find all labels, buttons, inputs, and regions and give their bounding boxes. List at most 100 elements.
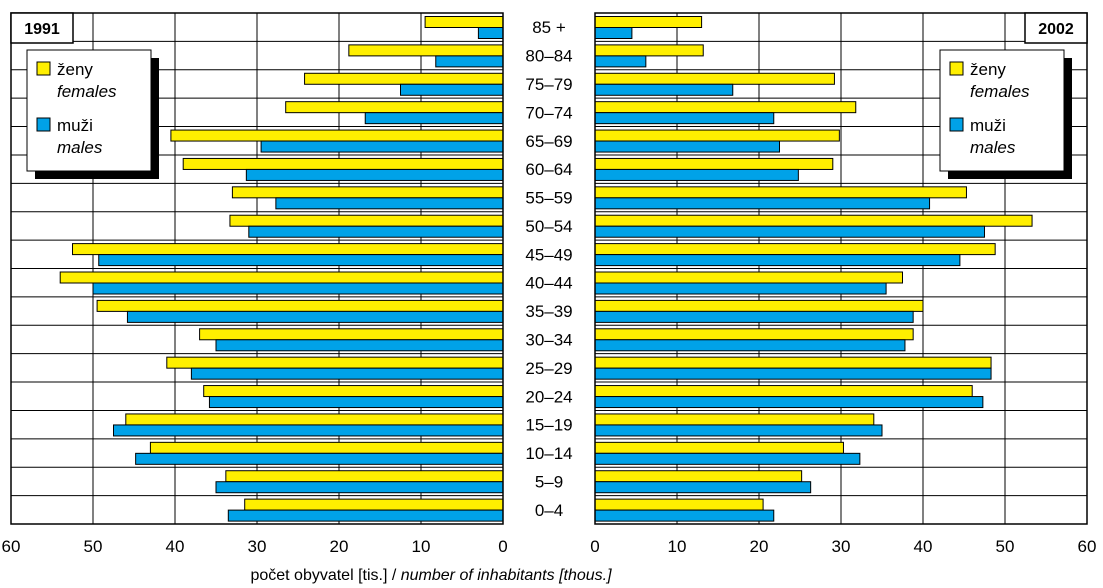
x-tick-label: 10 (412, 537, 431, 556)
bar-1991-females (59, 271, 504, 284)
bar-1991-males (215, 339, 504, 352)
year-label-1991: 1991 (24, 21, 60, 38)
legend-label-en: females (57, 82, 117, 101)
x-tick-label: 50 (84, 537, 103, 556)
bar-2002-males (594, 225, 985, 238)
bar-1991-males (260, 140, 504, 153)
age-label: 65–69 (525, 132, 572, 151)
bar-1991-males (400, 83, 504, 96)
x-tick-label: 10 (668, 537, 687, 556)
bar-2002-females (594, 157, 834, 170)
bar-2002-males (594, 140, 780, 153)
bar-1991-females (182, 157, 504, 170)
bar-2002-females (594, 385, 973, 398)
age-label: 45–49 (525, 245, 572, 264)
bar-1991-females (72, 243, 504, 256)
bar-1991-males (92, 282, 504, 295)
age-label: 40–44 (525, 274, 572, 293)
bar-1991-males (275, 197, 504, 210)
legend-label-en: males (970, 138, 1016, 157)
bar-1991-males (98, 254, 504, 267)
bar-1991-males (435, 55, 504, 68)
bar-1991-females (304, 72, 504, 85)
bar-2002-males (594, 168, 799, 181)
legend-label-cz: ženy (57, 60, 93, 79)
bar-2002-females (594, 441, 844, 454)
bar-2002-males (594, 481, 812, 494)
bar-2002-females (594, 271, 903, 284)
bar-1991-males (135, 452, 504, 465)
plot-frame (10, 12, 1088, 525)
bar-1991-males (190, 367, 504, 380)
legend-swatch-females (36, 61, 51, 76)
x-tick-label: 0 (590, 537, 599, 556)
year-box-2002 (1024, 12, 1088, 44)
age-label: 5–9 (535, 472, 563, 491)
legend-swatch-males (36, 117, 51, 132)
legend-label-cz: muži (57, 116, 93, 135)
legend-swatch-males (949, 117, 964, 132)
bar-1991-females (244, 498, 504, 511)
bar-2002-females (594, 470, 803, 483)
age-label: 70–74 (525, 103, 572, 122)
bar-2002-females (594, 243, 996, 256)
bar-2002-females (594, 413, 875, 426)
legend-label-cz: muži (970, 116, 1006, 135)
age-label: 35–39 (525, 302, 572, 321)
bar-1991-females (203, 385, 504, 398)
bar-1991-females (166, 356, 504, 369)
bar-2002-males (594, 367, 992, 380)
bar-1991-females (231, 186, 504, 199)
legend-2002 (939, 49, 1065, 172)
age-label: 30–34 (525, 330, 572, 349)
x-tick-label: 40 (166, 537, 185, 556)
age-label: 80–84 (525, 47, 572, 66)
bar-2002-females (594, 101, 857, 114)
bar-2002-males (594, 254, 961, 267)
bar-2002-females (594, 356, 992, 369)
legend-swatch-females (949, 61, 964, 76)
bar-1991-females (125, 413, 504, 426)
x-tick-label: 20 (330, 537, 349, 556)
x-tick-label: 20 (750, 537, 769, 556)
legend-label-cz: ženy (970, 60, 1006, 79)
bar-2002-males (594, 27, 633, 39)
bar-1991-females (285, 101, 504, 114)
bar-1991-females (225, 470, 504, 483)
bar-1991-males (113, 424, 504, 437)
bar-2002-females (594, 328, 914, 341)
bar-1991-females (199, 328, 504, 341)
bar-2002-males (594, 282, 887, 295)
year-label-2002: 2002 (1038, 21, 1074, 38)
bar-1991-males (208, 396, 504, 409)
bar-2002-males (594, 112, 775, 125)
x-tick-label: 50 (996, 537, 1015, 556)
bar-2002-females (594, 16, 703, 28)
bar-1991-males (227, 509, 504, 522)
bar-1991-males (215, 481, 504, 494)
bar-1991-males (477, 27, 504, 39)
legend-label-en: males (57, 138, 103, 157)
x-tick-label: 60 (1078, 537, 1097, 556)
age-label: 20–24 (525, 387, 572, 406)
bar-2002-males (594, 197, 931, 210)
bar-2002-females (594, 498, 764, 511)
bar-1991-males (248, 225, 504, 238)
age-label: 55–59 (525, 189, 572, 208)
age-label: 75–79 (525, 75, 572, 94)
bar-2002-females (594, 214, 1033, 227)
bar-1991-females (229, 214, 504, 227)
plot-frame-right (594, 12, 1088, 525)
bar-2002-females (594, 299, 924, 312)
bar-1991-males (364, 112, 504, 125)
x-tick-label: 40 (914, 537, 933, 556)
bar-2002-males (594, 452, 861, 465)
bar-1991-females (348, 44, 504, 57)
x-tick-label: 30 (832, 537, 851, 556)
bar-2002-females (594, 44, 704, 57)
bar-2002-males (594, 83, 734, 96)
x-tick-label: 30 (248, 537, 267, 556)
age-label: 25–29 (525, 359, 572, 378)
age-label: 60–64 (525, 160, 572, 179)
